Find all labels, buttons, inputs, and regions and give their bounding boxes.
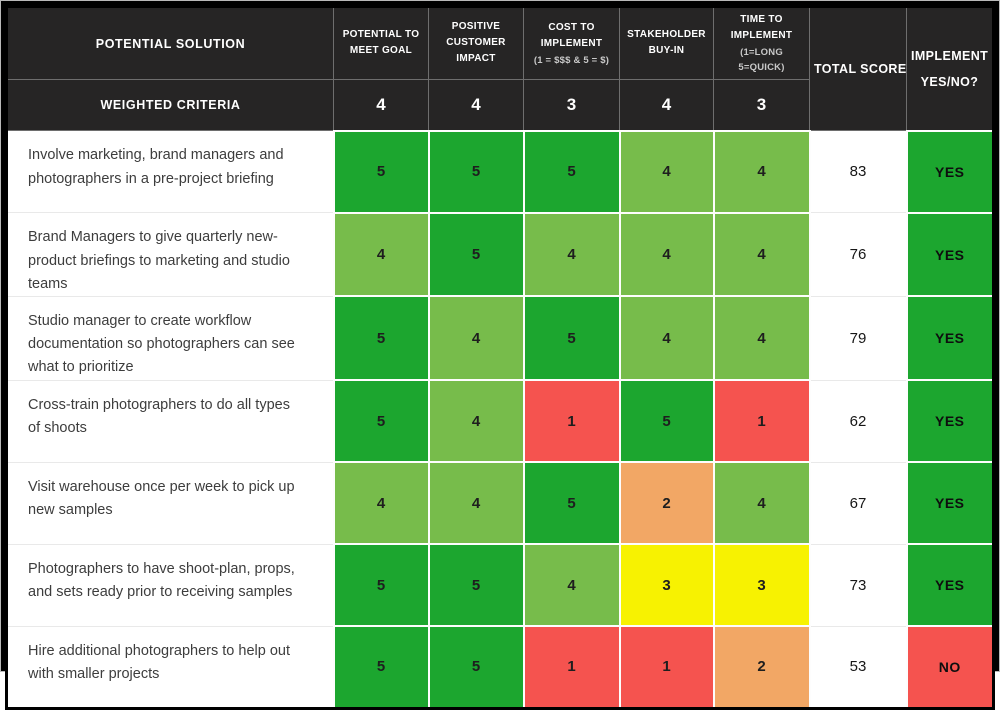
score-cell: 4 (712, 461, 811, 545)
score-cell: 5 (332, 295, 430, 381)
solution-cell: Brand Managers to give quarterly new-pro… (6, 212, 334, 297)
score-cell: 3 (618, 543, 715, 627)
total-score-cell: 73 (808, 543, 908, 627)
weight-time-to-implement: 3 (713, 79, 810, 132)
decision-cell: NO (905, 625, 995, 709)
header-total-score: TOTAL SCORE (809, 5, 907, 132)
table-row: Visit warehouse once per week to pick up… (6, 461, 995, 545)
matrix-body: Involve marketing, brand managers and ph… (6, 129, 995, 709)
decision-cell: YES (905, 211, 995, 298)
score-cell: 5 (332, 129, 430, 214)
total-score-cell: 53 (808, 625, 908, 709)
weight-positive-customer-impact: 4 (428, 79, 524, 132)
score-cell: 4 (712, 211, 811, 298)
score-cell: 3 (712, 543, 811, 627)
solution-cell: Cross-train photographers to do all type… (6, 379, 334, 463)
table-row: Studio manager to create workflow docume… (6, 295, 995, 381)
score-cell: 5 (332, 625, 430, 709)
criterion-label: TIME TO IMPLEMENT (730, 14, 793, 41)
header-weights-row: WEIGHTED CRITERIA 4 4 3 4 3 (6, 79, 994, 132)
decision-cell: YES (905, 461, 995, 545)
criterion-sublabel: (1=LONG 5=QUICK) (738, 47, 785, 74)
header-implement-yes-no: IMPLEMENT YES/NO? (906, 5, 994, 132)
score-cell: 5 (332, 543, 430, 627)
score-cell: 1 (522, 379, 621, 463)
score-cell: 5 (522, 461, 621, 545)
decision-cell: YES (905, 129, 995, 214)
score-cell: 4 (522, 211, 621, 298)
total-score-cell: 79 (808, 295, 908, 381)
score-cell: 4 (712, 295, 811, 381)
score-cell: 1 (712, 379, 811, 463)
solution-cell: Visit warehouse once per week to pick up… (6, 461, 334, 545)
table-row: Involve marketing, brand managers and ph… (6, 129, 995, 214)
weight-cost-to-implement: 3 (523, 79, 620, 132)
header-criterion-stakeholder-buy-in: STAKEHOLDER BUY-IN (619, 5, 714, 81)
table-row: Photographers to have shoot-plan, props,… (6, 543, 995, 627)
score-cell: 5 (427, 625, 525, 709)
score-cell: 4 (332, 461, 430, 545)
criterion-label: POSITIVE CUSTOMER IMPACT (446, 21, 506, 65)
header-criterion-time-to-implement: TIME TO IMPLEMENT (1=LONG 5=QUICK) (713, 5, 810, 81)
header-criterion-positive-customer-impact: POSITIVE CUSTOMER IMPACT (428, 5, 524, 81)
solution-cell: Photographers to have shoot-plan, props,… (6, 543, 334, 627)
score-cell: 5 (618, 379, 715, 463)
header-criterion-potential-to-meet-goal: POTENTIAL TO MEET GOAL (333, 5, 429, 81)
score-cell: 4 (427, 379, 525, 463)
score-cell: 4 (427, 295, 525, 381)
score-cell: 5 (332, 379, 430, 463)
solution-cell: Studio manager to create workflow docume… (6, 295, 334, 381)
decision-matrix-table: POTENTIAL SOLUTION POTENTIAL TO MEET GOA… (5, 5, 995, 710)
total-score-cell: 76 (808, 212, 908, 297)
score-cell: 4 (332, 211, 430, 298)
weight-potential-to-meet-goal: 4 (333, 79, 429, 132)
total-score-cell: 62 (808, 379, 908, 463)
score-cell: 5 (427, 543, 525, 627)
header-potential-solution: POTENTIAL SOLUTION (6, 5, 334, 81)
total-score-cell: 83 (808, 130, 908, 214)
criterion-label: POTENTIAL TO MEET GOAL (342, 29, 420, 57)
table-row: Hire additional photographers to help ou… (6, 625, 995, 709)
score-cell: 4 (618, 129, 715, 214)
total-score-cell: 67 (808, 461, 908, 545)
score-cell: 5 (522, 129, 621, 214)
criterion-label: STAKEHOLDER BUY-IN (627, 29, 706, 57)
weight-stakeholder-buy-in: 4 (619, 79, 714, 132)
decision-cell: YES (905, 543, 995, 627)
header-criterion-cost-to-implement: COST TO IMPLEMENT (1 = $$$ & 5 = $) (523, 5, 620, 81)
criterion-label: COST TO IMPLEMENT (540, 21, 603, 49)
score-cell: 5 (522, 295, 621, 381)
matrix-header: POTENTIAL SOLUTION POTENTIAL TO MEET GOA… (6, 5, 994, 132)
score-cell: 4 (522, 543, 621, 627)
score-cell: 1 (522, 625, 621, 709)
score-cell: 2 (618, 461, 715, 545)
score-cell: 1 (618, 625, 715, 709)
score-cell: 2 (712, 625, 811, 709)
criterion-sublabel: (1 = $$$ & 5 = $) (533, 54, 610, 66)
table-row: Cross-train photographers to do all type… (6, 379, 995, 463)
header-weighted-criteria: WEIGHTED CRITERIA (6, 79, 334, 132)
decision-cell: YES (905, 295, 995, 381)
score-cell: 4 (618, 211, 715, 298)
score-cell: 5 (427, 129, 525, 214)
solution-cell: Hire additional photographers to help ou… (6, 625, 334, 709)
table-row: Brand Managers to give quarterly new-pro… (6, 211, 995, 298)
score-cell: 5 (427, 211, 525, 298)
score-cell: 4 (712, 129, 811, 214)
decision-cell: YES (905, 379, 995, 463)
score-cell: 4 (427, 461, 525, 545)
header-labels-row: POTENTIAL SOLUTION POTENTIAL TO MEET GOA… (6, 5, 994, 132)
score-cell: 4 (618, 295, 715, 381)
solution-cell: Involve marketing, brand managers and ph… (6, 130, 334, 214)
